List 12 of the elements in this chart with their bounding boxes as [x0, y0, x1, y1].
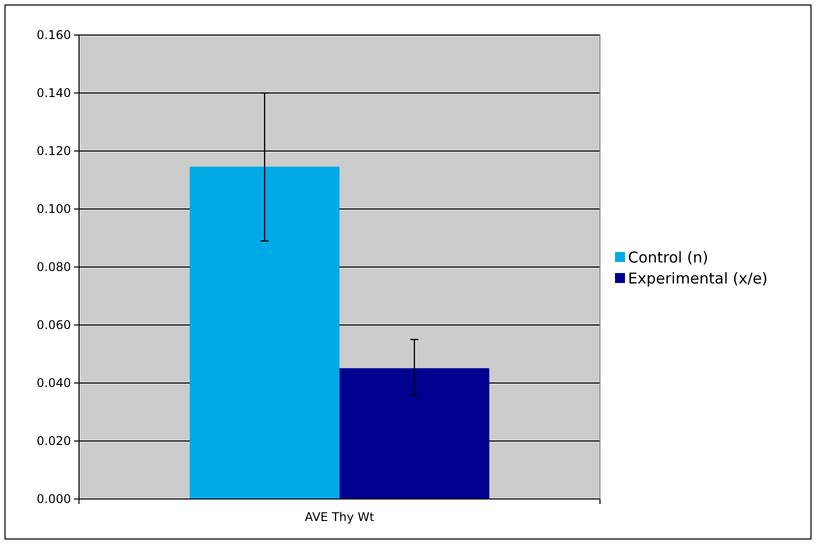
y-tick-label: 0.020 — [36, 434, 71, 448]
y-tick-label: 0.060 — [36, 318, 71, 332]
y-tick-label: 0.120 — [36, 144, 71, 158]
y-tick-label: 0.140 — [36, 86, 71, 100]
y-tick-label: 0.160 — [36, 28, 71, 42]
y-tick-label: 0.040 — [36, 376, 71, 390]
x-tick-label: AVE Thy Wt — [304, 510, 375, 524]
y-tick-label: 0.100 — [36, 202, 71, 216]
y-tick-label: 0.080 — [36, 260, 71, 274]
legend-label: Experimental (x/e) — [628, 269, 768, 288]
legend-label: Control (n) — [628, 248, 708, 266]
y-tick-label: 0.000 — [36, 492, 71, 506]
